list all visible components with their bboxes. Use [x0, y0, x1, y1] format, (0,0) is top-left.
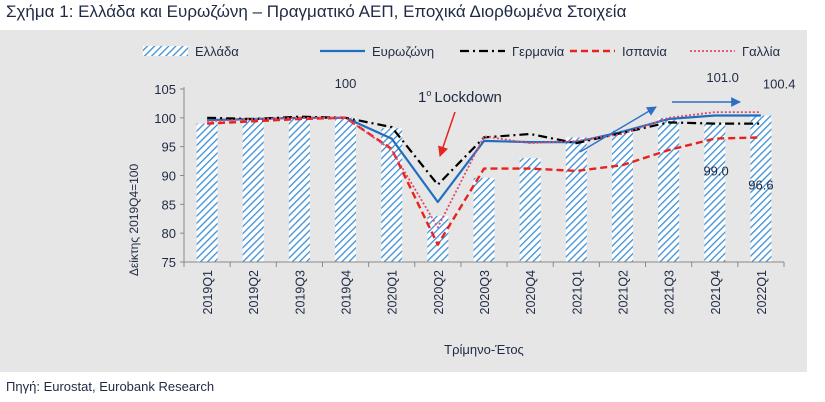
x-tick-2020Q4: 2020Q4	[524, 270, 538, 315]
legend-label-Ευρωζώνη: Ευρωζώνη	[372, 44, 434, 59]
line-Γαλλία	[207, 111, 761, 229]
bar-2020Q3	[473, 177, 495, 262]
bar-2020Q1	[381, 128, 403, 262]
y-tick-75: 75	[162, 255, 176, 270]
y-tick-85: 85	[162, 197, 176, 212]
y-tick-100: 100	[154, 111, 176, 126]
x-tick-2020Q1: 2020Q1	[386, 270, 400, 315]
x-tick-2022Q1: 2022Q1	[755, 270, 769, 315]
x-tick-2021Q2: 2021Q2	[616, 270, 630, 315]
gdp-chart: Ελλάδα Ευρωζώνη Γερμανία Ισπανία Γαλλία 75 80…	[127, 44, 796, 357]
lockdown-text: Lockdown	[434, 89, 502, 106]
x-tick-2019Q3: 2019Q3	[293, 270, 307, 315]
source-note: Πηγή: Eurostat, Eurobank Research	[6, 379, 215, 394]
x-tick-2021Q4: 2021Q4	[709, 270, 723, 315]
x-tick-2019Q1: 2019Q1	[201, 270, 215, 315]
x-tick-2020Q3: 2020Q3	[478, 270, 492, 315]
x-tick-2021Q1: 2021Q1	[570, 270, 584, 315]
annotation-101.0: 101.0	[706, 70, 739, 85]
recovery-arrow-1	[579, 106, 657, 153]
bar-2021Q3	[658, 117, 680, 262]
lockdown-label: 1ο Lockdown	[418, 88, 502, 106]
lockdown-number: 1	[418, 89, 426, 106]
legend: Ελλάδα Ευρωζώνη Γερμανία Ισπανία Γαλλία	[143, 44, 781, 59]
bars-layer	[196, 115, 772, 262]
lockdown-superscript: ο	[426, 88, 431, 98]
line-Ισπανία	[207, 116, 761, 246]
axes-layer: 75 80 85 90 95 100 105 2019Q1 2019Q2 2019Q3 2019Q4…	[154, 82, 785, 315]
lockdown-arrow	[438, 111, 456, 157]
x-tick-2019Q4: 2019Q4	[340, 270, 354, 315]
line-Γερμανία	[207, 115, 761, 186]
lines-layer	[207, 111, 761, 246]
bar-2021Q4	[704, 123, 726, 262]
bar-2020Q2	[427, 215, 449, 262]
legend-label-Γαλλία: Γαλλία	[742, 44, 781, 59]
legend-label-Ισπανία: Ισπανία	[622, 44, 667, 59]
bar-2021Q1	[565, 137, 587, 262]
annotation-99.0: 99.0	[703, 164, 728, 179]
y-tick-95: 95	[162, 140, 176, 155]
bar-2019Q1	[196, 123, 218, 262]
x-axis-label: Τρίμηνο-Έτος	[444, 342, 524, 357]
annotation-96.6: 96.6	[748, 177, 773, 192]
bar-2022Q1	[750, 115, 772, 262]
y-axis-label: Δείκτης 2019Q4=100	[127, 164, 141, 277]
legend-label-Ελλάδα: Ελλάδα	[195, 44, 239, 59]
x-tick-2020Q2: 2020Q2	[432, 270, 446, 315]
y-tick-80: 80	[162, 226, 176, 241]
y-tick-90: 90	[162, 169, 176, 184]
annotation-100: 100	[335, 76, 357, 91]
x-tick-2019Q2: 2019Q2	[247, 270, 261, 315]
figure-title: Σχήμα 1: Ελλάδα και Ευρωζώνη – Πραγματικ…	[6, 2, 627, 21]
legend-swatch-Ελλάδα	[143, 46, 188, 56]
bar-2019Q3	[288, 118, 310, 262]
bar-2020Q4	[519, 158, 541, 262]
annotation-100.4: 100.4	[763, 77, 796, 92]
bar-2019Q2	[242, 118, 264, 262]
legend-label-Γερμανία: Γερμανία	[512, 44, 565, 59]
x-tick-2021Q3: 2021Q3	[663, 270, 677, 315]
y-tick-105: 105	[154, 82, 176, 97]
bar-2021Q2	[611, 130, 633, 262]
bar-2019Q4	[335, 117, 357, 262]
annotations-layer: 100 101.0 100.4 99.0 96.6	[335, 70, 796, 192]
